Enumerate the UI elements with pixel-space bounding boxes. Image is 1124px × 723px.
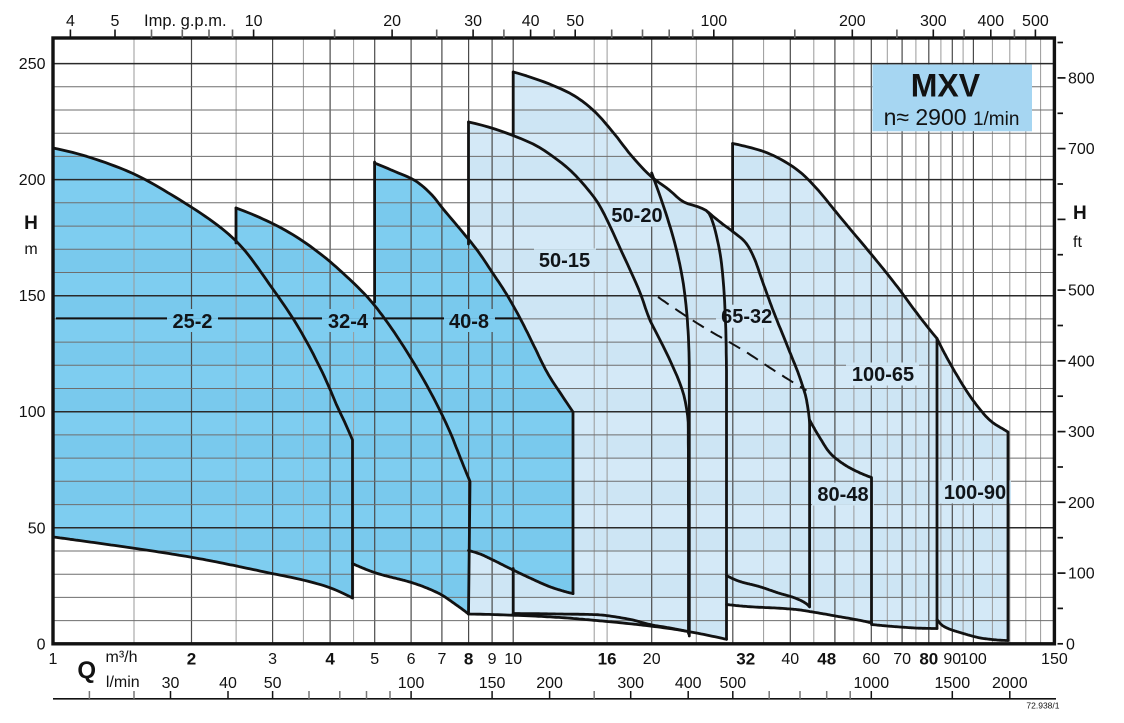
svg-text:150: 150: [1041, 651, 1068, 668]
svg-text:MXV: MXV: [911, 68, 981, 104]
svg-text:8: 8: [464, 650, 473, 669]
svg-text:4: 4: [325, 650, 335, 669]
svg-text:9: 9: [488, 651, 497, 668]
svg-text:2: 2: [187, 650, 196, 669]
svg-text:500: 500: [719, 675, 746, 692]
svg-text:100: 100: [19, 404, 46, 421]
svg-text:1: 1: [49, 651, 58, 668]
svg-text:30: 30: [464, 13, 482, 30]
svg-text:200: 200: [839, 13, 866, 30]
svg-text:50-15: 50-15: [539, 250, 590, 272]
svg-text:3: 3: [268, 651, 277, 668]
svg-text:100: 100: [1068, 566, 1095, 583]
svg-text:20: 20: [383, 13, 401, 30]
svg-text:65-32: 65-32: [721, 306, 772, 328]
svg-text:40: 40: [219, 675, 237, 692]
svg-text:700: 700: [1068, 141, 1095, 158]
svg-text:100: 100: [960, 651, 987, 668]
svg-text:100-65: 100-65: [852, 364, 914, 386]
svg-text:300: 300: [1068, 424, 1095, 441]
svg-text:100-90: 100-90: [944, 482, 1006, 504]
svg-text:l/min: l/min: [106, 674, 140, 691]
svg-text:5: 5: [370, 651, 379, 668]
svg-text:90: 90: [943, 651, 961, 668]
svg-text:50: 50: [566, 13, 584, 30]
svg-text:1500: 1500: [935, 675, 971, 692]
svg-text:50: 50: [264, 675, 282, 692]
svg-text:800: 800: [1068, 70, 1095, 87]
svg-text:500: 500: [1022, 13, 1049, 30]
svg-text:m: m: [24, 241, 37, 258]
svg-text:10: 10: [245, 13, 263, 30]
svg-text:30: 30: [162, 675, 180, 692]
svg-text:100: 100: [700, 13, 727, 30]
svg-text:25-2: 25-2: [172, 311, 212, 333]
svg-text:n≈ 2900 1/min: n≈ 2900 1/min: [884, 104, 1020, 130]
svg-text:60: 60: [862, 651, 880, 668]
svg-text:50-20: 50-20: [611, 205, 662, 227]
svg-text:250: 250: [19, 56, 46, 73]
svg-text:10: 10: [504, 651, 522, 668]
svg-text:300: 300: [617, 675, 644, 692]
svg-text:2000: 2000: [992, 675, 1028, 692]
svg-text:400: 400: [977, 13, 1004, 30]
svg-text:7: 7: [437, 651, 446, 668]
svg-text:150: 150: [479, 675, 506, 692]
svg-text:150: 150: [19, 288, 46, 305]
svg-text:500: 500: [1068, 283, 1095, 300]
svg-text:400: 400: [1068, 353, 1095, 370]
svg-text:70: 70: [893, 651, 911, 668]
svg-text:16: 16: [598, 650, 617, 669]
svg-text:0: 0: [1066, 636, 1075, 653]
svg-text:200: 200: [19, 172, 46, 189]
svg-text:m³/h: m³/h: [106, 649, 138, 666]
svg-text:40: 40: [781, 651, 799, 668]
svg-text:6: 6: [407, 651, 416, 668]
svg-text:100: 100: [398, 675, 425, 692]
svg-text:H: H: [1073, 203, 1087, 224]
svg-text:0: 0: [37, 636, 46, 653]
svg-text:300: 300: [920, 13, 947, 30]
svg-text:48: 48: [817, 650, 836, 669]
svg-text:Q: Q: [77, 657, 96, 684]
svg-text:4: 4: [66, 13, 75, 30]
svg-text:32: 32: [736, 650, 755, 669]
svg-text:400: 400: [675, 675, 702, 692]
svg-text:50: 50: [28, 520, 46, 537]
svg-text:80: 80: [919, 650, 938, 669]
svg-text:40-8: 40-8: [449, 311, 489, 333]
svg-text:72.938/1: 72.938/1: [1026, 701, 1059, 711]
svg-text:200: 200: [1068, 495, 1095, 512]
svg-text:80-48: 80-48: [817, 484, 868, 506]
svg-text:1000: 1000: [854, 675, 890, 692]
svg-text:40: 40: [522, 13, 540, 30]
svg-text:ft: ft: [1073, 234, 1082, 251]
svg-text:20: 20: [643, 651, 661, 668]
svg-text:H: H: [24, 213, 38, 234]
svg-text:200: 200: [536, 675, 563, 692]
svg-text:5: 5: [111, 13, 120, 30]
svg-text:32-4: 32-4: [328, 311, 369, 333]
svg-text:Imp. g.p.m.: Imp. g.p.m.: [144, 12, 227, 30]
